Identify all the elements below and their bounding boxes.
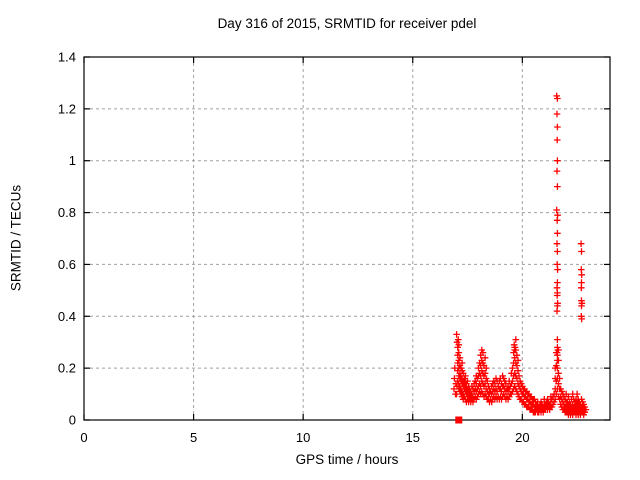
x-tick-label: 10: [296, 430, 310, 445]
y-tick-label: 1.4: [58, 50, 76, 65]
y-tick-label: 1.2: [58, 101, 76, 116]
x-tick-label: 15: [406, 430, 420, 445]
x-tick-label: 20: [515, 430, 529, 445]
y-tick-label: 1: [69, 153, 76, 168]
y-tick-label: 0.6: [58, 257, 76, 272]
data-points-srmtid-points: [450, 92, 590, 419]
x-tick-label: 5: [190, 430, 197, 445]
x-tick-label: 0: [80, 430, 87, 445]
y-tick-label: 0: [69, 413, 76, 428]
x-axis-label: GPS time / hours: [295, 452, 399, 467]
y-tick-label: 0.4: [58, 309, 76, 324]
y-tick-label: 0.8: [58, 205, 76, 220]
chart-title: Day 316 of 2015, SRMTID for receiver pde…: [217, 16, 477, 31]
plot-border: [83, 56, 611, 421]
y-tick-label: 0.2: [58, 361, 76, 376]
data-point-srmtid-flag: [455, 416, 463, 424]
